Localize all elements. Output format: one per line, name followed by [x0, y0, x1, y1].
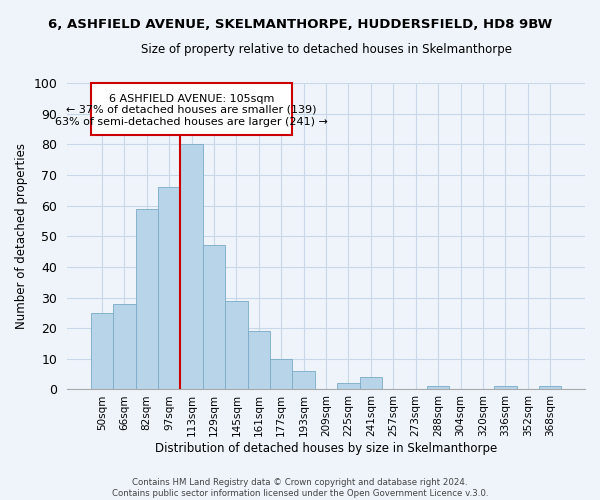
Title: Size of property relative to detached houses in Skelmanthorpe: Size of property relative to detached ho…	[140, 42, 512, 56]
FancyBboxPatch shape	[91, 83, 292, 135]
Bar	[539, 386, 562, 390]
Y-axis label: Number of detached properties: Number of detached properties	[15, 144, 28, 330]
Bar	[91, 313, 113, 390]
Bar	[203, 246, 225, 390]
Bar	[292, 371, 315, 390]
Text: 6, ASHFIELD AVENUE, SKELMANTHORPE, HUDDERSFIELD, HD8 9BW: 6, ASHFIELD AVENUE, SKELMANTHORPE, HUDDE…	[48, 18, 552, 30]
Bar	[248, 331, 270, 390]
Bar	[337, 384, 360, 390]
X-axis label: Distribution of detached houses by size in Skelmanthorpe: Distribution of detached houses by size …	[155, 442, 497, 455]
Bar	[181, 144, 203, 390]
Text: 6 ASHFIELD AVENUE: 105sqm: 6 ASHFIELD AVENUE: 105sqm	[109, 94, 274, 104]
Bar	[427, 386, 449, 390]
Bar	[494, 386, 517, 390]
Bar	[136, 208, 158, 390]
Bar	[225, 300, 248, 390]
Bar	[158, 187, 181, 390]
Text: Contains HM Land Registry data © Crown copyright and database right 2024.
Contai: Contains HM Land Registry data © Crown c…	[112, 478, 488, 498]
Bar	[113, 304, 136, 390]
Text: ← 37% of detached houses are smaller (139): ← 37% of detached houses are smaller (13…	[67, 104, 317, 114]
Bar	[270, 359, 292, 390]
Bar	[360, 377, 382, 390]
Text: 63% of semi-detached houses are larger (241) →: 63% of semi-detached houses are larger (…	[55, 118, 328, 128]
